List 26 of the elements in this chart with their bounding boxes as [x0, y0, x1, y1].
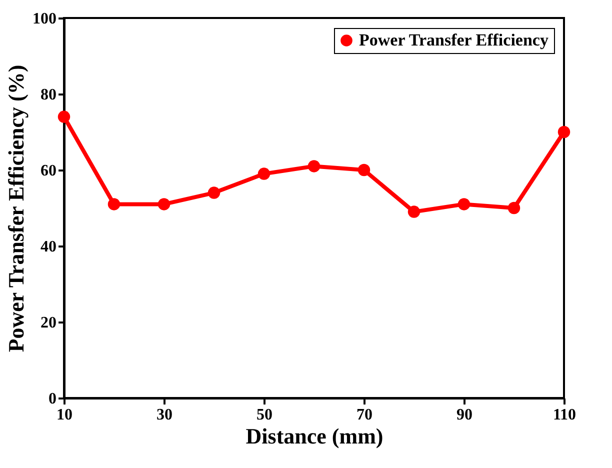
legend-label: Power Transfer Efficiency: [359, 30, 549, 50]
point: [358, 164, 370, 176]
y-tick-label: 20: [40, 314, 56, 332]
x-tick-label: 70: [356, 406, 372, 424]
x-tick-label: 10: [56, 406, 72, 424]
point: [108, 198, 120, 210]
y-tick-label: 0: [48, 390, 56, 408]
point: [558, 126, 570, 138]
y-tick-label: 40: [40, 238, 56, 256]
y-tick-label: 60: [40, 162, 56, 180]
point: [458, 198, 470, 210]
x-tick-label: 110: [552, 406, 576, 424]
y-tick-label: 80: [40, 86, 56, 104]
point: [258, 168, 270, 180]
point: [158, 198, 170, 210]
x-tick-label: 90: [456, 406, 472, 424]
y-tick-label: 100: [32, 10, 56, 28]
point: [408, 206, 420, 218]
point: [308, 160, 320, 172]
x-tick-label: 30: [156, 406, 172, 424]
x-tick-label: 50: [256, 406, 272, 424]
point: [208, 186, 220, 199]
point: [58, 110, 70, 123]
y-axis-title: Power Transfer Efficiency (%): [4, 64, 28, 352]
point: [508, 202, 520, 214]
x-axis-title: Distance (mm): [246, 424, 384, 448]
